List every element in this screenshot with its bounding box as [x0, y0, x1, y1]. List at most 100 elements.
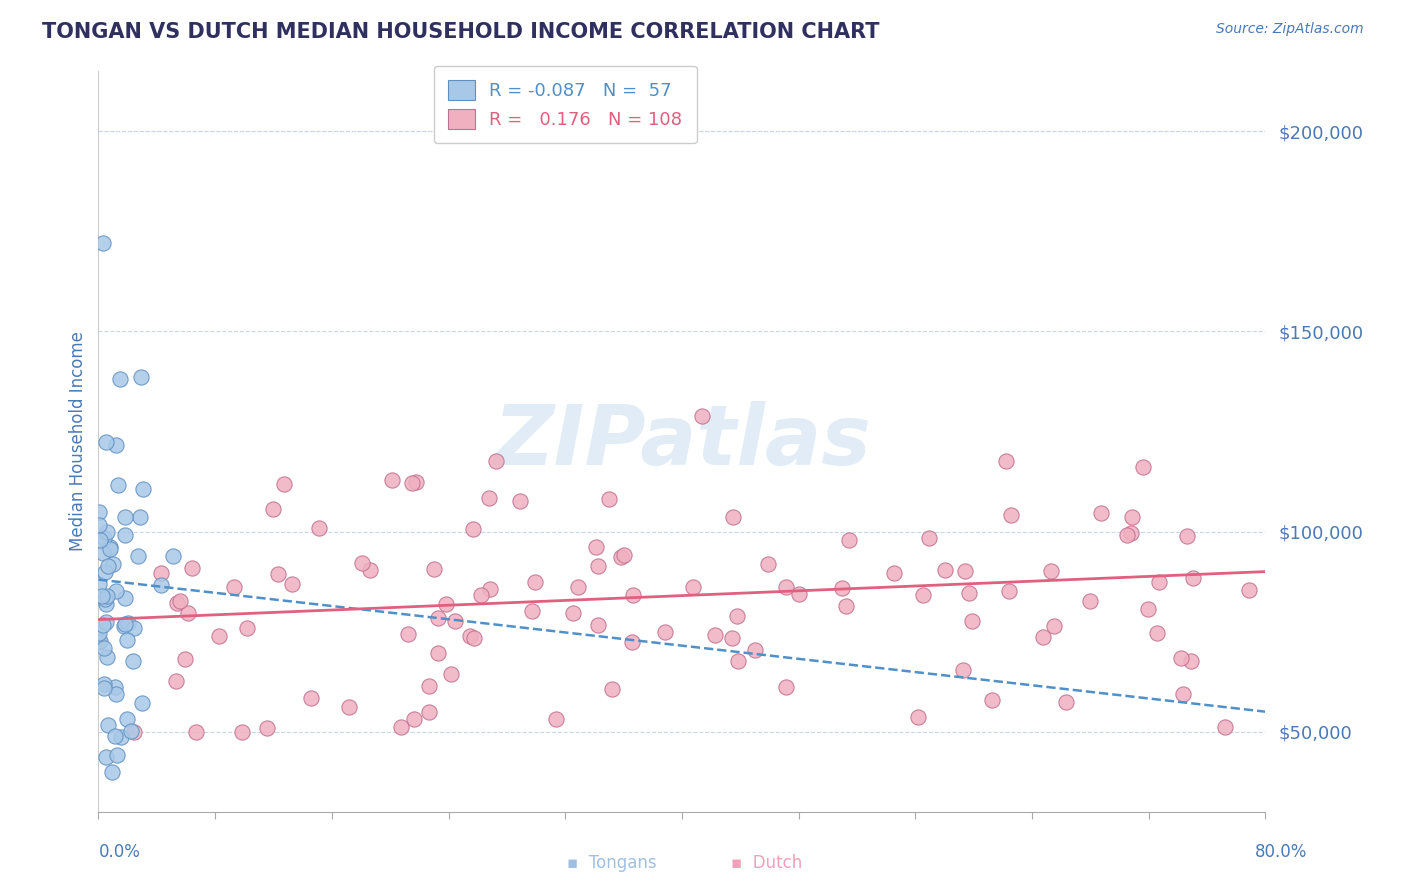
Text: 80.0%: 80.0%	[1256, 843, 1308, 861]
Point	[96, 649, 118, 664]
Point	[1146, 625, 1168, 640]
Point	[97, 559, 120, 574]
Point	[114, 617, 136, 632]
Point	[1213, 720, 1236, 734]
Point	[911, 588, 934, 602]
Point	[131, 696, 153, 710]
Point	[613, 548, 636, 562]
Point	[89, 505, 111, 519]
Point	[1090, 506, 1112, 520]
Point	[100, 764, 122, 779]
Point	[112, 619, 135, 633]
Point	[93, 681, 115, 695]
Point	[122, 621, 145, 635]
Point	[463, 632, 485, 646]
Point	[177, 606, 200, 620]
Point	[308, 521, 330, 535]
Legend: R = -0.087   N =  57, R =   0.176   N = 108: R = -0.087 N = 57, R = 0.176 N = 108	[433, 66, 697, 144]
Point	[405, 475, 427, 490]
Point	[463, 522, 485, 536]
Point	[150, 566, 173, 581]
Point	[89, 517, 111, 532]
Point	[1078, 593, 1101, 607]
Point	[470, 588, 492, 602]
Point	[682, 580, 704, 594]
Point	[934, 564, 956, 578]
Point	[110, 730, 132, 744]
Point	[94, 749, 117, 764]
Point	[104, 680, 127, 694]
Point	[132, 482, 155, 496]
Text: ▪  Tongans: ▪ Tongans	[567, 855, 657, 872]
Point	[953, 564, 976, 578]
Point	[654, 625, 676, 640]
Point	[350, 556, 373, 570]
Point	[208, 629, 231, 643]
Point	[165, 674, 187, 689]
Point	[586, 559, 609, 574]
Point	[129, 370, 152, 384]
Point	[775, 680, 797, 694]
Point	[105, 687, 128, 701]
Point	[281, 576, 304, 591]
Point	[907, 710, 929, 724]
Point	[427, 646, 450, 660]
Point	[94, 434, 117, 449]
Point	[1182, 570, 1205, 584]
Point	[994, 454, 1017, 468]
Point	[1054, 695, 1077, 709]
Point	[1000, 508, 1022, 522]
Point	[1132, 460, 1154, 475]
Point	[756, 557, 779, 571]
Point	[94, 598, 117, 612]
Point	[1116, 528, 1139, 542]
Point	[562, 606, 585, 620]
Point	[105, 747, 128, 762]
Point	[981, 693, 1004, 707]
Point	[396, 627, 419, 641]
Point	[96, 589, 118, 603]
Point	[181, 561, 204, 575]
Point	[273, 476, 295, 491]
Point	[222, 580, 245, 594]
Point	[256, 721, 278, 735]
Point	[101, 557, 124, 571]
Point	[262, 501, 284, 516]
Point	[458, 629, 481, 643]
Point	[1171, 687, 1194, 701]
Point	[962, 614, 984, 628]
Text: ZIPatlas: ZIPatlas	[494, 401, 870, 482]
Point	[1239, 583, 1261, 598]
Point	[299, 690, 322, 705]
Point	[149, 578, 172, 592]
Point	[122, 724, 145, 739]
Point	[440, 667, 463, 681]
Point	[114, 510, 136, 524]
Point	[231, 724, 253, 739]
Point	[120, 724, 142, 739]
Point	[567, 580, 589, 594]
Point	[89, 635, 111, 649]
Point	[427, 611, 450, 625]
Point	[478, 582, 501, 596]
Point	[600, 682, 623, 697]
Point	[586, 617, 609, 632]
Point	[1032, 630, 1054, 644]
Point	[104, 730, 127, 744]
Point	[108, 372, 131, 386]
Point	[114, 527, 136, 541]
Point	[835, 599, 858, 613]
Point	[105, 584, 128, 599]
Point	[422, 562, 444, 576]
Point	[484, 454, 506, 468]
Point	[775, 580, 797, 594]
Point	[692, 409, 714, 424]
Point	[169, 594, 191, 608]
Point	[1121, 510, 1143, 524]
Point	[127, 549, 149, 564]
Point	[478, 491, 501, 505]
Point	[585, 541, 607, 555]
Point	[96, 524, 118, 539]
Point	[389, 721, 412, 735]
Point	[402, 712, 425, 726]
